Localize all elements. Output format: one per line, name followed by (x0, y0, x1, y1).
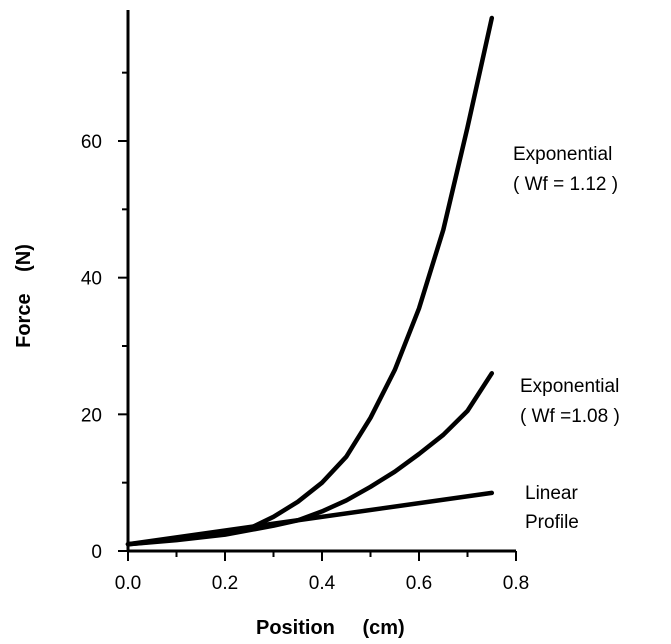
series-exponential-1-08-line (125, 371, 495, 547)
x-tick-label: 0.6 (406, 573, 432, 594)
y-axis-title-text: Force (13, 293, 35, 347)
y-tick-label: 0 (91, 542, 102, 563)
x-axis-title-text: Position (256, 617, 335, 639)
y-tick-label: 20 (81, 405, 102, 426)
series-labels: Exponential ( Wf = 1.12 ) Exponential ( Wf … (513, 144, 620, 533)
label-exponential-1-12: Exponential ( Wf = 1.12 ) (513, 144, 618, 195)
series-label-line: Exponential (520, 376, 619, 397)
label-linear-profile: Linear Profile (525, 483, 579, 533)
ticks (118, 71, 517, 561)
tick-labels: 0.0 0.2 0.4 0.6 0.8 0 20 40 60 (81, 132, 529, 594)
x-tick-label: 0.0 (115, 573, 141, 594)
series-label-line: Profile (525, 512, 579, 533)
series-label-line: ( Wf =1.08 ) (520, 406, 620, 427)
x-axis-title: Position (cm) (256, 617, 405, 639)
series-label-line: Exponential (513, 144, 612, 165)
series-linear-profile-line (125, 490, 495, 547)
series-label-line: ( Wf = 1.12 ) (513, 174, 618, 195)
series-exponential-1-12-line (125, 15, 495, 547)
y-axis-title: Force (N) (13, 244, 35, 348)
x-axis-unit: (cm) (362, 617, 404, 639)
y-tick-label: 60 (81, 132, 102, 153)
x-tick-label: 0.8 (503, 573, 529, 594)
axes (126, 10, 516, 553)
series-label-line: Linear (525, 483, 578, 504)
series-lines (125, 15, 495, 547)
label-exponential-1-08: Exponential ( Wf =1.08 ) (520, 376, 620, 427)
y-axis-unit: (N) (13, 244, 35, 272)
x-tick-label: 0.4 (309, 573, 336, 594)
x-tick-label: 0.2 (212, 573, 238, 594)
y-tick-label: 40 (81, 269, 102, 290)
